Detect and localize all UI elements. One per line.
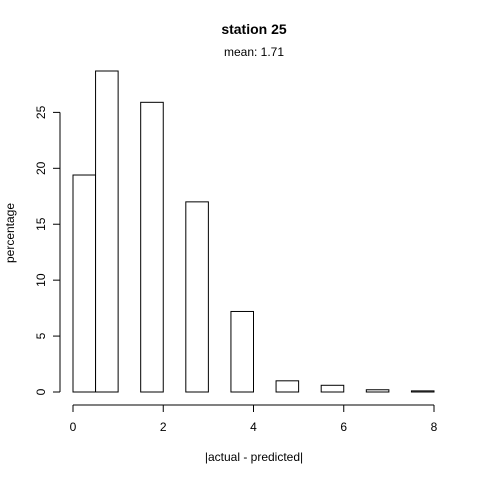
bars-layer (72, 70, 435, 393)
histogram-bar-2 (95, 70, 119, 393)
histogram-bar-5 (230, 310, 254, 393)
y-tick-label-5: 5 (34, 332, 48, 339)
chart-subtitle: mean: 1.71 (224, 45, 284, 59)
y-tick-label-25: 25 (34, 105, 48, 119)
y-tick-label-20: 20 (34, 161, 48, 175)
x-tick-label-2: 2 (160, 420, 167, 434)
chart-title: station 25 (221, 21, 287, 37)
histogram-bar-4 (185, 201, 209, 393)
x-tick-label-6: 6 (340, 420, 347, 434)
y-tick-label-10: 10 (34, 273, 48, 287)
x-tick-label-8: 8 (431, 420, 438, 434)
histogram-bar-1 (72, 174, 97, 393)
histogram-bar-7 (320, 384, 345, 393)
y-tick-label-15: 15 (34, 217, 48, 231)
histogram-bar-3 (140, 101, 164, 393)
y-axis-label: percentage (3, 203, 17, 263)
x-tick-label-0: 0 (70, 420, 77, 434)
histogram-bar-8 (365, 389, 390, 393)
histogram-bar-9 (410, 390, 435, 393)
histogram-bar-6 (275, 380, 300, 393)
y-axis: 0 5 10 15 20 25 (34, 105, 61, 395)
x-axis: 0 2 4 6 8 (70, 404, 438, 434)
x-axis-label: |actual - predicted| (205, 450, 303, 464)
y-tick-label-0: 0 (34, 388, 48, 395)
x-tick-label-4: 4 (250, 420, 257, 434)
